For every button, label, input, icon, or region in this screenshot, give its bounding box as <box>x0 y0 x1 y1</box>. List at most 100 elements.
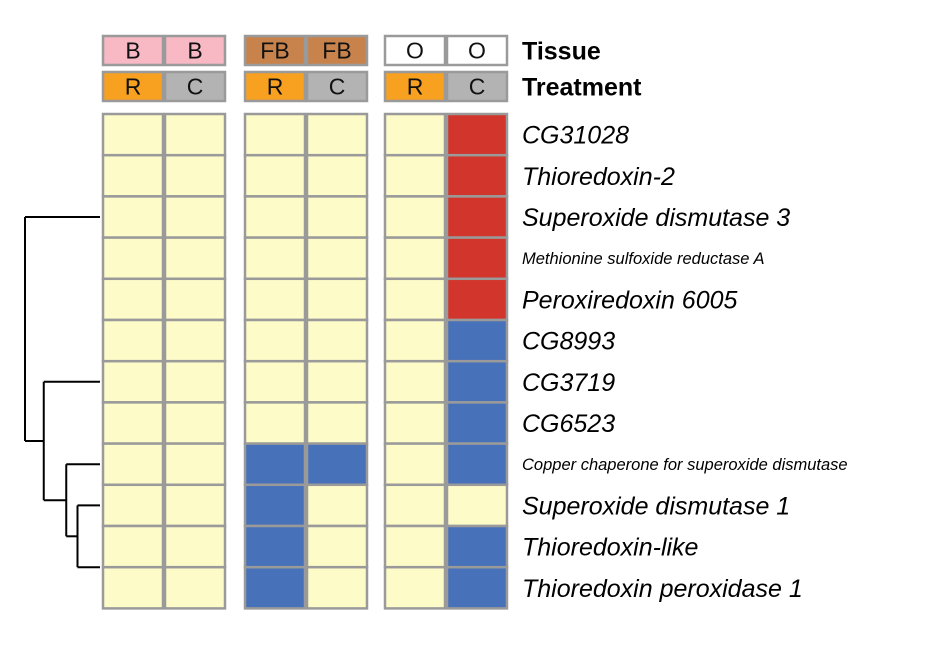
header-row-title-tissue: Tissue <box>522 38 601 66</box>
heat-cell-r7-c4 <box>383 401 447 445</box>
heat-cell-r3-c0 <box>101 236 165 281</box>
treatment-label-3: C <box>329 74 346 100</box>
heat-cell-r1-c4 <box>383 153 447 198</box>
treatment-label-0: R <box>125 74 142 100</box>
heat-cell-r8-c4 <box>383 442 447 487</box>
tissue-label-2: FB <box>260 38 289 64</box>
heat-cell-r10-c3 <box>305 524 369 569</box>
heat-cell-r4-c2 <box>243 277 307 322</box>
heat-cell-r4-c4 <box>383 277 447 322</box>
gene-label: Peroxiredoxin 6005 <box>522 286 738 314</box>
header-annotations: B B FB FB O OR C R C R C <box>101 34 509 103</box>
tissue-label-0: B <box>125 38 140 64</box>
heat-cell-r3-c5 <box>445 236 509 281</box>
gene-label: CG3719 <box>522 369 615 397</box>
tissue-cell-3 <box>305 34 369 67</box>
heat-cell-r5-c3 <box>305 318 369 363</box>
heat-cell-r10-c0 <box>101 524 165 569</box>
heat-cell-r2-c1 <box>163 195 227 239</box>
heat-cell-r0-c1 <box>163 112 227 157</box>
tissue-cell-1 <box>163 34 227 67</box>
treatment-label-1: C <box>187 74 204 100</box>
gene-label: CG31028 <box>522 122 629 150</box>
heat-cell-r5-c5 <box>445 318 509 363</box>
gene-label: Superoxide dismutase 3 <box>522 204 790 232</box>
heat-cell-r2-c5 <box>445 195 509 239</box>
treatment-cell-2 <box>243 70 307 103</box>
gene-label: Superoxide dismutase 1 <box>522 492 790 520</box>
heat-cell-r11-c5 <box>445 565 509 610</box>
heat-cell-r9-c3 <box>305 483 369 528</box>
heat-cell-r10-c5 <box>445 524 509 569</box>
gene-label: Copper chaperone for superoxide dismutas… <box>522 456 848 474</box>
tissue-label-3: FB <box>322 38 351 64</box>
header-row-titles: Tissue Treatment <box>522 38 642 102</box>
heat-cell-r8-c5 <box>445 442 509 487</box>
gene-label: Methionine sulfoxide reductase A <box>522 250 764 268</box>
heat-cell-r4-c5 <box>445 277 509 322</box>
heat-cell-r11-c1 <box>163 565 227 610</box>
heat-cell-r3-c3 <box>305 236 369 281</box>
heat-cell-r5-c0 <box>101 318 165 363</box>
heat-cell-r6-c3 <box>305 359 369 404</box>
treatment-cell-4 <box>383 70 447 103</box>
heat-cell-r3-c2 <box>243 236 307 281</box>
heat-cell-r6-c0 <box>101 359 165 404</box>
heat-cell-r4-c1 <box>163 277 227 322</box>
heat-cell-r7-c1 <box>163 401 227 445</box>
tissue-cell-2 <box>243 34 307 67</box>
heat-cell-r6-c2 <box>243 359 307 404</box>
heat-cell-r9-c5 <box>445 483 509 528</box>
heat-cell-r7-c2 <box>243 401 307 445</box>
heat-cell-r2-c4 <box>383 195 447 239</box>
heat-cell-r1-c5 <box>445 153 509 198</box>
tissue-cell-0 <box>101 34 165 67</box>
header-row-title-treatment: Treatment <box>522 74 642 102</box>
heat-cell-r8-c0 <box>101 442 165 487</box>
heat-cell-r6-c4 <box>383 359 447 404</box>
heatmap-cells <box>101 112 509 610</box>
heat-cell-r1-c3 <box>305 153 369 198</box>
heat-cell-r1-c2 <box>243 153 307 198</box>
heat-cell-r0-c5 <box>445 112 509 157</box>
heat-cell-r7-c5 <box>445 401 509 445</box>
heat-cell-r0-c2 <box>243 112 307 157</box>
heat-cell-r2-c3 <box>305 195 369 239</box>
heat-cell-r5-c1 <box>163 318 227 363</box>
heat-cell-r3-c1 <box>163 236 227 281</box>
gene-label: Thioredoxin-2 <box>522 163 675 191</box>
heat-cell-r11-c0 <box>101 565 165 610</box>
heat-cell-r10-c2 <box>243 524 307 569</box>
gene-label: CG6523 <box>522 410 615 438</box>
gene-label: Thioredoxin peroxidase 1 <box>522 575 803 603</box>
heat-cell-r7-c0 <box>101 401 165 445</box>
gene-label: CG8993 <box>522 328 615 356</box>
heat-cell-r9-c0 <box>101 483 165 528</box>
heat-cell-r10-c4 <box>383 524 447 569</box>
heat-cell-r3-c4 <box>383 236 447 281</box>
heat-cell-r6-c5 <box>445 359 509 404</box>
treatment-label-4: R <box>407 74 424 100</box>
heat-cell-r4-c0 <box>101 277 165 322</box>
heat-cell-r5-c4 <box>383 318 447 363</box>
tissue-cell-5 <box>445 34 509 67</box>
heat-cell-r0-c0 <box>101 112 165 157</box>
treatment-cell-0 <box>101 70 165 103</box>
tissue-label-1: B <box>187 38 202 64</box>
treatment-label-5: C <box>469 74 486 100</box>
heat-cell-r11-c2 <box>243 565 307 610</box>
heat-cell-r1-c1 <box>163 153 227 198</box>
heat-cell-r8-c3 <box>305 442 369 487</box>
treatment-label-2: R <box>267 74 284 100</box>
dendrogram <box>24 216 100 569</box>
heat-cell-r8-c2 <box>243 442 307 487</box>
gene-labels: CG31028 Thioredoxin-2 Superoxide dismutase… <box>522 122 848 603</box>
heat-cell-r11-c3 <box>305 565 369 610</box>
heat-cell-r10-c1 <box>163 524 227 569</box>
heat-cell-r2-c0 <box>101 195 165 239</box>
heat-cell-r0-c3 <box>305 112 369 157</box>
heat-cell-r7-c3 <box>305 401 369 445</box>
heat-cell-r4-c3 <box>305 277 369 322</box>
heat-cell-r8-c1 <box>163 442 227 487</box>
